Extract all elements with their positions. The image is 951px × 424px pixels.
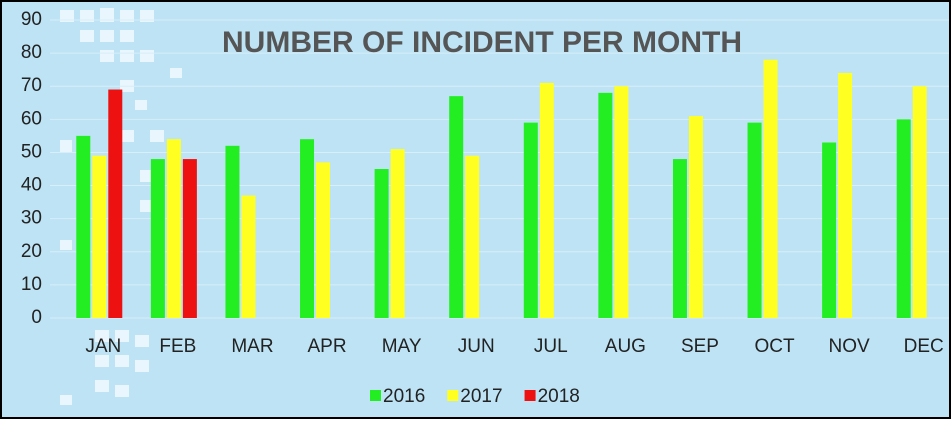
y-tick-label: 10 (21, 274, 42, 295)
bar (375, 169, 389, 318)
bar (598, 93, 612, 318)
x-tick-label: FEB (159, 336, 196, 357)
x-tick-label: SEP (681, 336, 719, 357)
x-tick-label: MAR (231, 336, 273, 357)
x-tick-label: NOV (829, 336, 871, 357)
x-tick-label: OCT (754, 336, 795, 357)
bar (540, 83, 554, 318)
y-tick-label: 70 (21, 75, 42, 96)
y-tick-label: 40 (21, 175, 42, 196)
chart-title: NUMBER OF INCIDENT PER MONTH (222, 26, 742, 59)
bar (913, 86, 927, 318)
bar (225, 146, 239, 318)
bar (689, 116, 703, 318)
bar (449, 96, 463, 318)
y-tick-label: 80 (21, 42, 42, 63)
chart: NUMBER OF INCIDENT PER MONTH 0 10 20 30 40 50… (0, 0, 951, 419)
bar (614, 86, 628, 318)
x-tick-label: JUN (458, 336, 495, 357)
bar (465, 156, 479, 318)
y-tick-label: 90 (21, 9, 42, 30)
y-tick-label: 60 (21, 108, 42, 129)
legend-label: 2017 (460, 386, 502, 407)
bar (167, 139, 181, 318)
y-tick-label: 30 (21, 208, 42, 229)
bar (151, 159, 165, 318)
bar (300, 139, 314, 318)
bar (108, 90, 122, 318)
bar (897, 119, 911, 318)
bar (241, 195, 255, 318)
legend-label: 2018 (538, 386, 580, 407)
bar (673, 159, 687, 318)
x-tick-label: DEC (904, 336, 944, 357)
bar (183, 159, 197, 318)
bar (316, 162, 330, 318)
x-tick-label: APR (308, 336, 347, 357)
y-tick-label: 0 (31, 307, 42, 328)
bar (391, 149, 405, 318)
y-tick-label: 20 (21, 241, 42, 262)
bar (822, 143, 836, 318)
bar (92, 156, 106, 318)
legend-label: 2016 (383, 386, 425, 407)
bar (524, 123, 538, 318)
legend-swatch (525, 390, 536, 401)
x-tick-label: MAY (382, 336, 422, 357)
x-tick-label: AUG (605, 336, 646, 357)
y-tick-label: 50 (21, 141, 42, 162)
x-tick-label: JAN (85, 336, 121, 357)
legend-swatch (370, 390, 381, 401)
bar (76, 136, 90, 318)
bar (748, 123, 762, 318)
bar (764, 60, 778, 318)
x-tick-label: JUL (534, 336, 568, 357)
bar (838, 73, 852, 318)
legend-swatch (447, 390, 458, 401)
